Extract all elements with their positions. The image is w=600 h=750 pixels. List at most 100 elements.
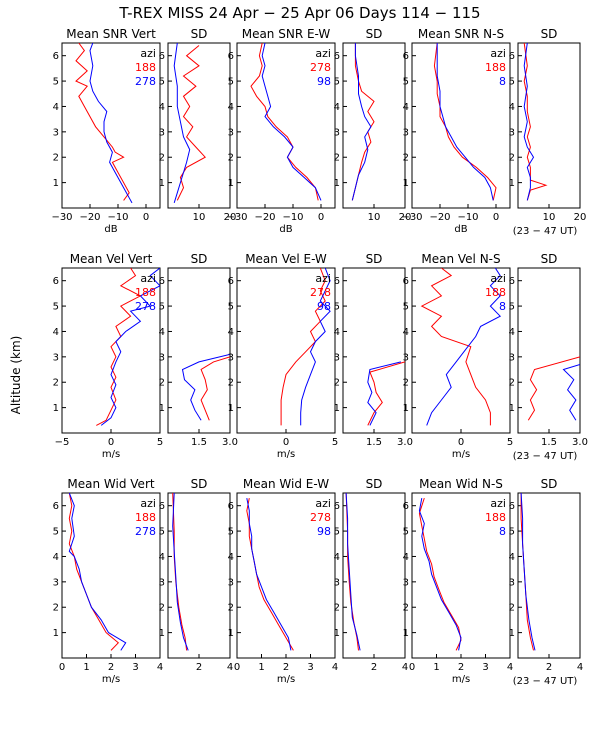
series-group (527, 356, 580, 421)
y-tick-label: 6 (53, 501, 59, 512)
series-group (250, 43, 322, 201)
x-tick-label: 10 (193, 212, 206, 223)
series-line-blue-azi-278 (89, 43, 133, 204)
x-tick-label: 20 (399, 212, 412, 223)
series-group (181, 353, 230, 421)
panel-title: SD (541, 27, 558, 41)
series-line-blue-azi-8 (418, 498, 462, 651)
x-tick-label: 4 (507, 662, 513, 673)
series-line-blue-azi-8 (436, 43, 494, 201)
y-tick-label: 5 (228, 527, 234, 538)
series-group (246, 498, 294, 651)
series-group (96, 268, 160, 426)
series-group (345, 493, 361, 651)
x-tick-label: −20 (254, 212, 275, 223)
y-tick-label: 3 (228, 127, 234, 138)
y-tick-label: 6 (159, 51, 165, 62)
y-tick-label: 5 (53, 302, 59, 313)
legend-azi-red: 188 (135, 511, 156, 524)
y-tick-label: 5 (159, 527, 165, 538)
y-tick-label: 1 (334, 628, 340, 639)
panel-title: Mean SNR E-W (242, 27, 331, 41)
y-tick-label: 6 (334, 501, 340, 512)
series-group (280, 268, 331, 426)
x-tick-label: 4 (332, 662, 338, 673)
panel-frame (167, 267, 231, 434)
series-line-blue-azi-98 (261, 43, 322, 201)
x-tick-label: 1 (433, 662, 439, 673)
panel-frame (517, 492, 581, 659)
legend-azi-blue: 8 (499, 75, 506, 88)
legend-azi-header: azi (140, 47, 156, 60)
series-group (420, 268, 502, 426)
x-tick-label: 0 (283, 437, 289, 448)
y-tick-label: 3 (334, 127, 340, 138)
y-tick-label: 1 (159, 178, 165, 189)
y-tick-label: 1 (159, 403, 165, 414)
series-line-blue-azi-98 (367, 361, 402, 426)
y-tick-label: 2 (403, 153, 409, 164)
y-tick-label: 6 (53, 51, 59, 62)
x-tick-label: 0 (458, 437, 464, 448)
series-line-red-azi-188 (433, 43, 497, 201)
y-tick-label: 5 (53, 527, 59, 538)
y-tick-label: 6 (334, 276, 340, 287)
y-tick-label: 4 (159, 102, 165, 113)
y-tick-label: 5 (159, 302, 165, 313)
x-tick-label: 3 (307, 662, 313, 673)
panel-frame (411, 42, 511, 209)
x-axis-label: m/s (102, 674, 120, 685)
series-group (418, 497, 462, 651)
x-tick-label: 0 (234, 662, 240, 673)
series-line-blue-azi-8 (426, 268, 502, 426)
legend-azi-blue: 8 (499, 525, 506, 538)
y-tick-label: 1 (53, 178, 59, 189)
x-tick-label: −30 (51, 212, 72, 223)
x-tick-label: −20 (429, 212, 450, 223)
y-tick-label: 5 (509, 527, 515, 538)
legend-azi-blue: 8 (499, 300, 506, 313)
x-tick-label: 2 (371, 662, 377, 673)
series-line-blue-azi-8 (562, 364, 580, 421)
series-line-red-azi-188 (172, 493, 188, 651)
x-tick-label: −30 (226, 212, 247, 223)
x-tick-label: −20 (79, 212, 100, 223)
series-line-blue-azi-278 (68, 493, 127, 651)
series-line-red-azi-278 (246, 498, 294, 651)
y-tick-label: 4 (159, 327, 165, 338)
x-tick-label: 20 (224, 212, 237, 223)
y-tick-label: 5 (334, 77, 340, 88)
y-tick-label: 3 (509, 127, 515, 138)
y-tick-label: 5 (159, 77, 165, 88)
series-line-blue-azi-278 (100, 268, 160, 426)
y-tick-label: 2 (53, 603, 59, 614)
y-tick-label: 3 (159, 352, 165, 363)
y-tick-label: 4 (403, 327, 409, 338)
x-tick-label: 4 (157, 662, 163, 673)
y-tick-label: 1 (509, 628, 515, 639)
y-tick-label: 4 (334, 327, 340, 338)
panel-title: Mean SNR N-S (418, 27, 504, 41)
y-tick-label: 6 (509, 276, 515, 287)
y-tick-label: 6 (228, 501, 234, 512)
x-tick-label: 1 (258, 662, 264, 673)
y-tick-label: 3 (334, 577, 340, 588)
y-tick-label: 6 (159, 276, 165, 287)
series-group (173, 43, 207, 204)
y-tick-label: 1 (403, 628, 409, 639)
x-tick-label: 0 (409, 662, 415, 673)
y-tick-label: 3 (53, 352, 59, 363)
y-tick-label: 1 (334, 178, 340, 189)
panel-title: Mean Wid E-W (243, 477, 329, 491)
x-axis-label: m/s (102, 449, 120, 460)
y-tick-label: 2 (334, 603, 340, 614)
y-tick-label: 1 (509, 403, 515, 414)
legend-azi-header: azi (490, 272, 506, 285)
panel-title: SD (366, 27, 383, 41)
